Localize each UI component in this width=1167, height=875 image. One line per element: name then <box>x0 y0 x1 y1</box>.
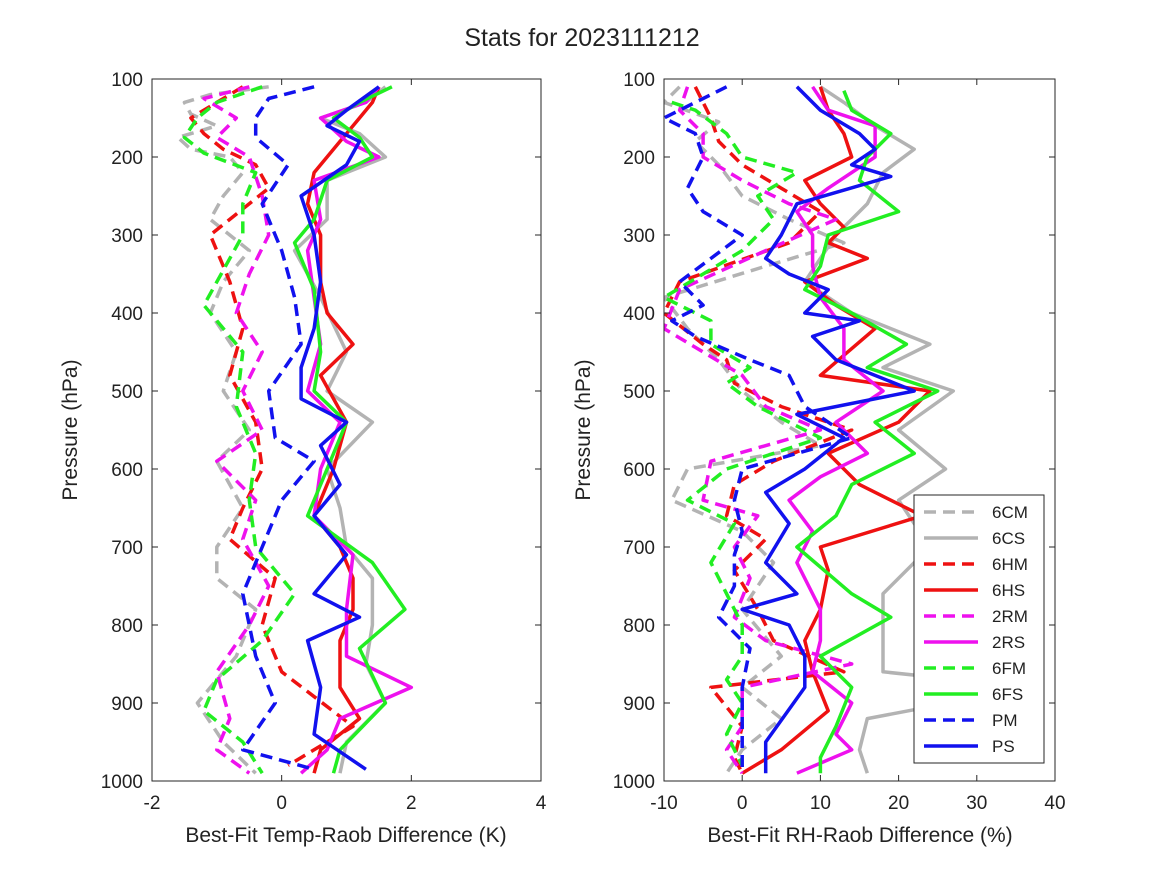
left-xtick-label: -2 <box>144 793 161 814</box>
right-ytick-label: 1000 <box>613 772 655 793</box>
right-ytick-label: 400 <box>623 304 655 325</box>
left-ytick-label: 800 <box>111 616 143 637</box>
left-xtick-label: 0 <box>276 793 287 814</box>
legend: 6CM 6CS 6HM 6HS 2RM 2RS 6FM 6FS PM PS <box>913 494 1045 764</box>
right-panel: -10 0 10 20 30 40 100 200 300 400 500 600 700 800 900 1… <box>572 70 1066 847</box>
left-ytick-label: 100 <box>111 70 143 91</box>
legend-label-pm: PM <box>992 711 1018 730</box>
right-series-2rm <box>664 86 854 775</box>
left-series-6hm <box>189 85 355 767</box>
left-series-6fs <box>292 85 407 774</box>
right-ytick-label: 600 <box>623 460 655 481</box>
left-ytick-label: 500 <box>111 382 143 403</box>
right-series-6fm <box>664 100 823 767</box>
right-xtick-label: 10 <box>810 793 831 814</box>
right-series-2rs <box>787 85 885 775</box>
left-series-ps <box>299 85 380 771</box>
left-ytick-label: 300 <box>111 226 143 247</box>
left-ytick-label: 1000 <box>101 772 143 793</box>
right-plot-area <box>664 85 1034 775</box>
right-ytick-label: 200 <box>623 148 655 169</box>
left-ytick-label: 200 <box>111 148 143 169</box>
left-ytick-label: 600 <box>111 460 143 481</box>
right-axes-box <box>663 78 1056 782</box>
left-ytick-label: 900 <box>111 694 143 715</box>
legend-label-6hm: 6HM <box>992 555 1028 574</box>
left-ytick-label: 400 <box>111 304 143 325</box>
legend-label-6cm: 6CM <box>992 503 1028 522</box>
legend-label-ps: PS <box>992 737 1015 756</box>
right-ytick-label: 500 <box>623 382 655 403</box>
right-xtick-label: -10 <box>650 793 677 814</box>
left-series-6cs <box>292 85 388 774</box>
left-xtick-label: 4 <box>536 793 547 814</box>
right-series-pm <box>664 85 854 774</box>
left-xtick-label: 2 <box>406 793 417 814</box>
left-ytick-label: 700 <box>111 538 143 559</box>
left-plot-area <box>176 85 414 775</box>
left-axes-box <box>151 78 542 782</box>
legend-label-6fs: 6FS <box>992 685 1023 704</box>
right-xlabel: Best-Fit RH-Raob Difference (%) <box>707 824 1012 847</box>
legend-label-2rm: 2RM <box>992 607 1028 626</box>
right-ytick-label: 800 <box>623 616 655 637</box>
right-xtick-label: 30 <box>966 793 987 814</box>
right-ylabel: Pressure (hPa) <box>572 359 595 500</box>
right-xtick-label: 0 <box>737 793 748 814</box>
right-ytick-label: 300 <box>623 226 655 247</box>
left-ylabel: Pressure (hPa) <box>59 359 82 500</box>
left-series-6cm <box>176 85 269 775</box>
legend-label-2rs: 2RS <box>992 633 1025 652</box>
right-ytick-label: 100 <box>623 70 655 91</box>
left-xlabel: Best-Fit Temp-Raob Difference (K) <box>185 824 506 847</box>
right-xtick-label: 20 <box>888 793 909 814</box>
left-axis-ticks: -2 0 2 4 100 200 300 400 500 600 700 800 900 1000 <box>101 70 547 814</box>
right-ytick-label: 900 <box>623 694 655 715</box>
right-series-ps <box>740 85 916 774</box>
right-series-6hm <box>664 86 854 774</box>
left-series-6fm <box>182 85 297 775</box>
right-xtick-label: 40 <box>1044 793 1065 814</box>
right-axis-ticks: -10 0 10 20 30 40 100 200 300 400 500 600 700 800 900 1… <box>613 70 1066 814</box>
left-series-pm <box>241 85 316 771</box>
left-series-6hs <box>305 86 381 774</box>
legend-label-6fm: 6FM <box>992 659 1026 678</box>
legend-label-6cs: 6CS <box>992 529 1025 548</box>
left-panel: -2 0 2 4 100 200 300 400 500 600 700 800 900 1000 Bes… <box>59 70 547 847</box>
left-series-2rm <box>202 85 271 775</box>
right-ytick-label: 700 <box>623 538 655 559</box>
legend-label-6hs: 6HS <box>992 581 1025 600</box>
right-series-6fs <box>795 90 940 774</box>
figure-title: Stats for 2023111212 <box>464 24 699 52</box>
